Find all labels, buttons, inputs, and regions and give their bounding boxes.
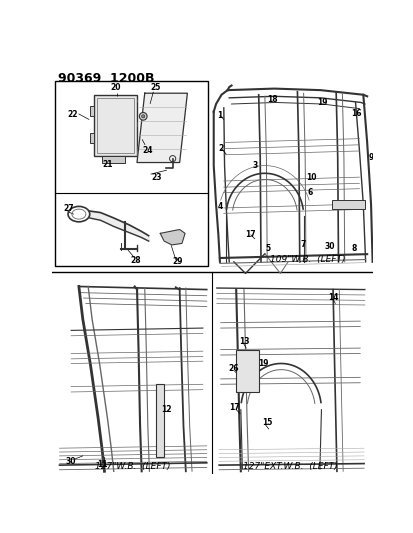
Text: 7: 7 (300, 240, 306, 248)
Text: 17: 17 (229, 403, 240, 412)
Bar (332, 200, 364, 209)
Bar (156, 384, 164, 457)
Text: 19: 19 (257, 359, 268, 368)
Text: 19: 19 (316, 98, 327, 107)
Text: 18: 18 (267, 95, 277, 104)
Text: 3: 3 (252, 161, 258, 170)
Text: 2: 2 (218, 144, 223, 153)
Text: 23: 23 (151, 173, 161, 182)
Text: 4: 4 (217, 202, 222, 211)
Text: 13: 13 (238, 337, 249, 346)
Text: 20: 20 (110, 83, 120, 92)
Text: 127"EXT.W.B.  (LEFT): 127"EXT.W.B. (LEFT) (242, 462, 337, 471)
Bar (55, 81, 208, 266)
Circle shape (141, 115, 145, 118)
Text: 109"W.B.  (LEFT): 109"W.B. (LEFT) (270, 255, 345, 264)
Polygon shape (137, 93, 187, 163)
Text: 30: 30 (324, 242, 335, 251)
Text: 15: 15 (261, 418, 272, 427)
Text: 11: 11 (97, 460, 107, 469)
Polygon shape (160, 230, 185, 245)
Bar (97, 98, 133, 154)
Text: 9: 9 (368, 154, 373, 163)
Text: 127"W.B.  (LEFT): 127"W.B. (LEFT) (95, 462, 171, 471)
Text: 1: 1 (217, 111, 222, 120)
Text: 6: 6 (306, 188, 312, 197)
Bar (236, 350, 259, 392)
Text: 30: 30 (66, 457, 76, 466)
Text: 14: 14 (327, 293, 337, 302)
Bar (102, 156, 125, 163)
Text: 29: 29 (172, 257, 182, 266)
Text: 5: 5 (265, 244, 270, 253)
Text: 24: 24 (142, 146, 153, 155)
Text: 8: 8 (351, 244, 356, 253)
Text: 12: 12 (161, 405, 171, 414)
Text: 17: 17 (245, 230, 256, 239)
Bar (90, 106, 94, 116)
Text: 10: 10 (305, 173, 316, 182)
Text: 16: 16 (350, 109, 361, 118)
Bar (94, 95, 137, 156)
Text: 28: 28 (130, 256, 140, 265)
Text: 25: 25 (150, 83, 160, 92)
Text: 26: 26 (228, 365, 239, 374)
Text: 22: 22 (67, 109, 78, 118)
Text: 21: 21 (102, 159, 112, 168)
Text: 90369  1200B: 90369 1200B (58, 72, 154, 85)
Bar (90, 133, 94, 142)
Text: 27: 27 (63, 204, 74, 213)
Circle shape (139, 112, 147, 120)
